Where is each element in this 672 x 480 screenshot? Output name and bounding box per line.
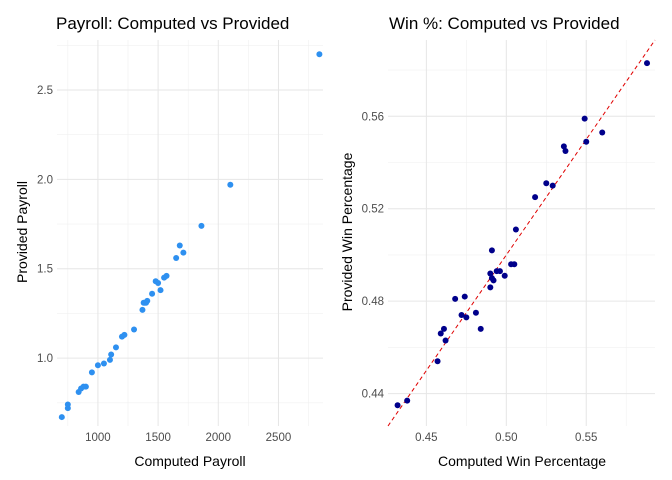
winpct-data-point: [487, 284, 494, 291]
payroll-y-tick-label: 1.0: [37, 353, 53, 365]
payroll-chart-title: Payroll: Computed vs Provided: [56, 14, 289, 33]
winpct-data-point: [442, 337, 449, 344]
winpct-data-point: [452, 295, 459, 302]
winpct-data-point: [434, 358, 441, 365]
winpct-data-point: [404, 397, 411, 404]
payroll-x-ticks: 1000 1500 2000 2500: [85, 432, 291, 444]
winpct-data-point: [543, 180, 550, 187]
winpct-data-point: [599, 129, 606, 136]
winpct-grid: [388, 40, 655, 426]
winpct-reference-line: [387, 39, 656, 427]
winpct-x-tick-label: 0.45: [415, 432, 437, 444]
winpct-chart-title: Win %: Computed vs Provided: [389, 14, 620, 33]
winpct-y-axis-label: Provided Win Percentage: [339, 152, 355, 311]
payroll-y-ticks: 1.0 1.5 2.0 2.5: [37, 85, 53, 365]
payroll-x-tick-label: 2000: [205, 432, 231, 444]
payroll-data-point: [163, 272, 170, 279]
payroll-points: [58, 51, 323, 421]
payroll-data-point: [58, 414, 65, 421]
payroll-data-point: [227, 181, 234, 188]
payroll-x-tick-label: 1000: [85, 432, 111, 444]
winpct-data-point: [472, 309, 479, 316]
winpct-data-point: [644, 60, 651, 67]
winpct-data-point: [581, 115, 588, 122]
payroll-y-tick-label: 2.0: [37, 174, 53, 186]
winpct-data-point: [562, 147, 569, 154]
winpct-y-tick-label: 0.44: [362, 389, 385, 401]
winpct-data-point: [488, 247, 495, 254]
winpct-data-point: [583, 138, 590, 145]
winpct-x-axis-label: Computed Win Percentage: [438, 453, 606, 469]
winpct-y-tick-label: 0.52: [362, 204, 384, 216]
payroll-data-point: [82, 383, 89, 390]
payroll-data-point: [121, 331, 128, 338]
payroll-data-point: [112, 344, 119, 351]
payroll-data-point: [316, 51, 323, 58]
payroll-data-point: [88, 369, 95, 376]
winpct-points: [394, 60, 651, 409]
winpct-data-point: [461, 293, 468, 300]
payroll-data-point: [94, 362, 101, 369]
payroll-data-point: [108, 351, 115, 358]
payroll-data-point: [149, 290, 156, 297]
winpct-data-point: [512, 226, 519, 233]
payroll-data-point: [176, 242, 183, 249]
payroll-data-point: [64, 401, 71, 408]
payroll-scatter-panel: Payroll: Computed vs Provided 1000 1500 20…: [14, 14, 323, 469]
winpct-data-point: [463, 314, 470, 321]
payroll-grid: [57, 40, 323, 426]
payroll-data-point: [180, 249, 187, 256]
winpct-y-tick-label: 0.48: [362, 296, 384, 308]
winpct-data-point: [490, 277, 497, 284]
payroll-y-tick-label: 1.5: [37, 264, 53, 276]
winpct-data-point: [487, 270, 494, 277]
winpct-x-ticks: 0.45 0.50 0.55: [415, 432, 597, 444]
winpct-y-tick-label: 0.56: [362, 111, 384, 123]
winpct-y-ticks: 0.44 0.48 0.52 0.56: [362, 111, 385, 400]
winpct-x-tick-label: 0.55: [575, 432, 597, 444]
payroll-x-axis-label: Computed Payroll: [134, 453, 245, 469]
payroll-data-point: [100, 360, 107, 367]
payroll-y-axis-label: Provided Payroll: [14, 181, 30, 283]
payroll-data-point: [139, 306, 146, 313]
payroll-data-point: [157, 287, 164, 294]
winpct-scatter-panel: Win %: Computed vs Provided 0.45 0.50 0.55…: [339, 14, 656, 469]
payroll-data-point: [131, 326, 138, 333]
winpct-data-point: [496, 268, 503, 275]
winpct-data-point: [394, 402, 401, 409]
winpct-data-point: [560, 143, 567, 150]
winpct-data-point: [440, 325, 447, 332]
winpct-data-point: [458, 312, 465, 319]
winpct-data-point: [511, 261, 518, 268]
payroll-data-point: [106, 356, 113, 363]
winpct-data-point: [477, 325, 484, 332]
payroll-x-tick-label: 1500: [145, 432, 171, 444]
payroll-x-tick-label: 2500: [266, 432, 292, 444]
winpct-data-point: [437, 330, 444, 337]
winpct-data-point: [532, 194, 539, 201]
payroll-y-tick-label: 2.5: [37, 85, 53, 97]
payroll-data-point: [144, 297, 151, 304]
payroll-data-point: [173, 255, 180, 262]
payroll-data-point: [155, 280, 162, 287]
winpct-x-tick-label: 0.50: [495, 432, 517, 444]
payroll-data-point: [198, 222, 205, 229]
winpct-data-point: [549, 182, 556, 189]
winpct-data-point: [501, 272, 508, 279]
